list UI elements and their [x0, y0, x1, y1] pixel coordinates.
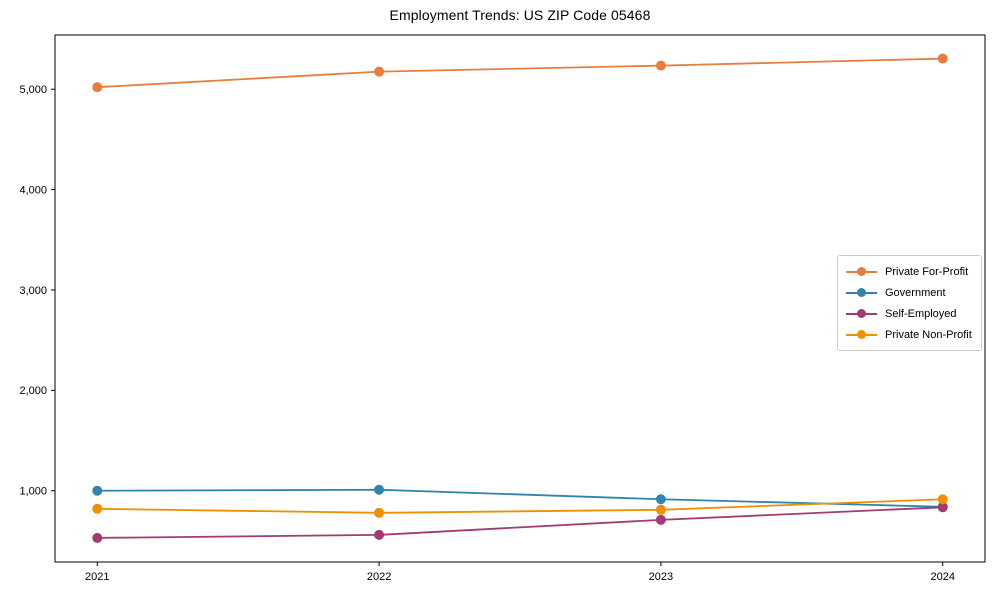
plot-frame: [54, 34, 986, 563]
data-point-government-2022: [374, 484, 385, 495]
x-tick-label: 2023: [649, 571, 673, 583]
legend-label-self-employed: Self-Employed: [885, 307, 957, 320]
series-line-private-for-profit: [96, 57, 944, 89]
data-point-private-for-profit-2021: [92, 82, 103, 93]
data-point-private-for-profit-2022: [374, 66, 385, 77]
data-point-government-2023: [655, 494, 666, 505]
legend-label-private-non-profit: Private Non-Profit: [885, 328, 972, 341]
legend-marker-self-employed: [846, 308, 877, 319]
x-tick-label: 2021: [85, 571, 109, 583]
data-point-private-non-profit-2022: [374, 507, 385, 518]
chart-title: Employment Trends: US ZIP Code 05468: [389, 7, 651, 23]
data-point-self-employed-2023: [655, 514, 666, 525]
legend-label-private-for-profit: Private For-Profit: [885, 265, 969, 278]
y-tick-label: 4,000: [19, 184, 47, 196]
data-point-private-for-profit-2023: [655, 60, 666, 71]
legend-marker-private-for-profit: [846, 266, 877, 277]
x-tick-label: 2022: [367, 571, 391, 583]
y-tick-label: 5,000: [19, 84, 47, 96]
legend-label-government: Government: [885, 286, 946, 299]
x-tick-label: 2024: [930, 571, 954, 583]
data-point-self-employed-2021: [92, 532, 103, 543]
y-tick-label: 3,000: [19, 285, 47, 297]
legend-item-self-employed: Self-Employed: [846, 305, 972, 322]
series-line-government: [96, 488, 944, 508]
legend: Private For-Profit Government Self-Employe…: [837, 255, 982, 351]
data-point-private-non-profit-2023: [655, 504, 666, 515]
legend-marker-private-non-profit: [846, 329, 877, 340]
data-point-private-non-profit-2024: [937, 494, 948, 505]
legend-item-private-for-profit: Private For-Profit: [846, 263, 972, 280]
series-line-private-non-profit: [96, 498, 944, 514]
data-point-private-non-profit-2021: [92, 503, 103, 514]
data-point-government-2021: [92, 485, 103, 496]
series-line-self-employed: [96, 506, 944, 539]
y-tick-label: 2,000: [19, 385, 47, 397]
legend-item-government: Government: [846, 284, 972, 301]
legend-marker-government: [846, 287, 877, 298]
data-point-self-employed-2024: [937, 502, 948, 513]
data-point-self-employed-2022: [374, 529, 385, 540]
data-point-private-for-profit-2024: [937, 53, 948, 64]
legend-item-private-non-profit: Private Non-Profit: [846, 326, 972, 343]
y-tick-label: 1,000: [19, 486, 47, 498]
